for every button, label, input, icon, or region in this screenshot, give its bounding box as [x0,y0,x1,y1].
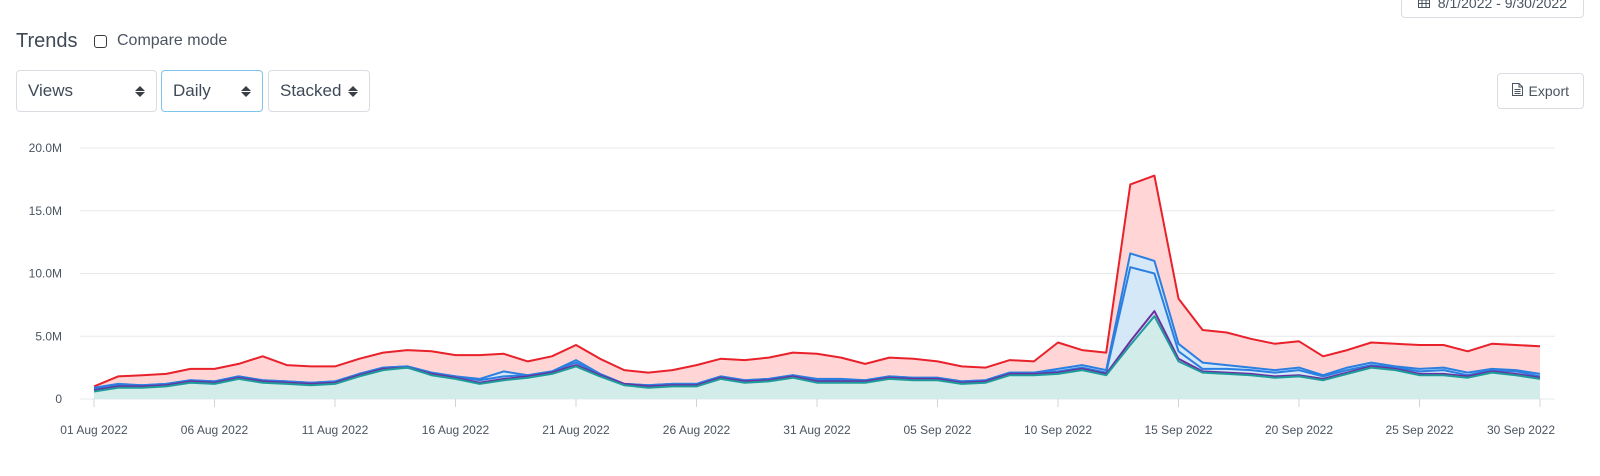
compare-mode-label: Compare mode [117,32,228,49]
compare-mode-checkbox[interactable] [94,34,107,48]
base-series-area [94,316,1540,399]
document-icon [1511,83,1523,99]
page-title: Trends [16,30,78,52]
x-tick-label: 16 Aug 2022 [422,423,490,437]
mode-select[interactable]: Stacked [268,70,370,112]
series-2-line [93,310,1541,392]
sort-arrows-icon [241,85,251,97]
metric-select[interactable]: Views [16,70,157,112]
y-tick-label: 5.0M [35,329,62,343]
x-tick-label: 31 Aug 2022 [783,423,851,437]
y-tick-label: 10.0M [29,267,62,281]
x-tick-label: 20 Sep 2022 [1265,423,1333,437]
x-tick-label: 11 Aug 2022 [302,423,369,437]
x-tick-label: 10 Sep 2022 [1024,423,1092,437]
sort-arrows-icon [135,85,145,97]
y-tick-label: 20.0M [29,141,62,155]
date-range-button[interactable]: 8/1/2022 - 9/30/2022 [1400,0,1584,18]
x-tick-label: 06 Aug 2022 [181,423,249,437]
x-tick-label: 30 Sep 2022 [1487,423,1555,437]
metric-select-value: Views [28,81,74,100]
x-tick-label: 15 Sep 2022 [1144,423,1212,437]
compare-mode-toggle[interactable]: Compare mode [94,32,227,50]
y-tick-label: 15.0M [29,204,62,218]
sort-arrows-icon [348,85,358,97]
calendar-icon [1417,0,1430,11]
x-tick-label: 01 Aug 2022 [60,423,128,437]
top-series-area [94,175,1540,388]
series-5-line [93,174,1541,388]
interval-select[interactable]: Daily [161,70,263,112]
date-range-label: 8/1/2022 - 9/30/2022 [1437,0,1567,11]
x-tick-label: 25 Sep 2022 [1385,423,1453,437]
export-button[interactable]: Export [1496,73,1584,109]
series-3-line [93,266,1541,390]
series-1-line [93,315,1541,393]
export-label: Export [1528,83,1569,99]
x-tick-label: 05 Sep 2022 [903,423,971,437]
y-tick-label: 0 [55,392,62,406]
interval-select-value: Daily [173,81,211,100]
x-tick-label: 26 Aug 2022 [663,423,731,437]
mode-select-value: Stacked [280,81,342,100]
x-tick-label: 21 Aug 2022 [542,423,610,437]
